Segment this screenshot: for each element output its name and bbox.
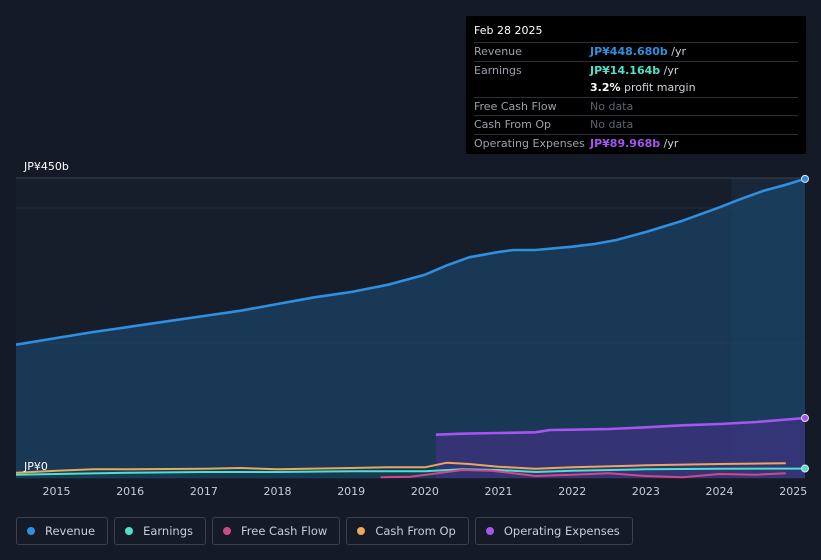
opex-dot-icon [485, 527, 494, 535]
revenue-line [15, 177, 806, 346]
tooltip-opex-value: JP¥89.968b [590, 136, 661, 150]
opex-line [435, 416, 806, 436]
x-axis-ticks: 2015 2016 2017 2018 2019 2020 2021 2022 2023 2024… [43, 485, 808, 498]
tooltip-revenue-value: JP¥448.680b [590, 45, 668, 58]
cfo-line [15, 461, 786, 474]
legend-label-opex: Operating Expenses [503, 524, 620, 538]
tooltip-opex-suffix: /yr [660, 136, 679, 150]
tooltip-margin-value: 3.2% [590, 81, 621, 94]
x-tick-label: 2020 [411, 485, 439, 498]
legend-label-fcf: Free Cash Flow [241, 524, 328, 538]
tooltip-earnings-value: JP¥14.164b [590, 63, 661, 77]
x-tick-label: 2024 [706, 485, 734, 498]
tooltip-cfo-value: No data [590, 118, 634, 131]
tooltip-cfo-label: Cash From Op [474, 118, 552, 131]
tooltip-revenue-label: Revenue [474, 45, 522, 58]
revenue-endpoint [801, 174, 809, 183]
cfo-dot-icon [357, 527, 366, 535]
legend-item-opex[interactable]: Operating Expenses [474, 517, 633, 545]
tooltip-opex-label: Operating Expenses [474, 136, 585, 150]
x-tick-label: 2018 [264, 485, 292, 498]
earnings-endpoint [801, 464, 809, 473]
legend-item-revenue[interactable]: Revenue [16, 517, 109, 545]
tooltip-row-earnings: Earnings JP¥14.164b /yr [474, 60, 798, 80]
legend-label-cfo: Cash From Op [375, 524, 456, 538]
x-tick-label: 2016 [116, 485, 144, 498]
legend: Revenue Earnings Free Cash Flow Cash Fro… [16, 517, 639, 545]
revenue-area [16, 178, 805, 478]
y-axis-top-label: JP¥450b [23, 160, 69, 173]
legend-item-earnings[interactable]: Earnings [114, 517, 206, 545]
tooltip-row-opex: Operating Expenses JP¥89.968b /yr [474, 133, 798, 153]
tooltip-row-margin: 3.2% profit margin [474, 79, 798, 97]
legend-item-cfo[interactable]: Cash From Op [346, 517, 469, 545]
series-lines [15, 177, 806, 479]
x-tick-label: 2015 [43, 485, 71, 498]
tooltip-earnings-label: Earnings [474, 63, 522, 77]
fcf-dot-icon [223, 527, 231, 535]
revenue-dot-icon [27, 527, 35, 535]
opex-endpoint [801, 414, 809, 423]
x-tick-label: 2021 [485, 485, 513, 498]
x-tick-label: 2017 [190, 485, 218, 498]
tooltip-earnings-suffix: /yr [660, 63, 679, 77]
earnings-line [15, 467, 806, 476]
fcf-line [380, 469, 786, 479]
x-tick-label: 2023 [632, 485, 660, 498]
tooltip-date: Feb 28 2025 [474, 24, 543, 37]
x-tick-label: 2019 [337, 485, 365, 498]
tooltip-row-fcf: Free Cash Flow No data [474, 96, 798, 116]
tooltip-fcf-value: No data [590, 99, 634, 113]
legend-label-earnings: Earnings [143, 524, 193, 538]
tooltip-margin-suffix: profit margin [620, 81, 696, 94]
tooltip: Feb 28 2025 Revenue JP¥448.680b /yr Earn… [466, 16, 806, 154]
tooltip-row-revenue: Revenue JP¥448.680b /yr [474, 42, 798, 61]
tooltip-revenue-suffix: /yr [667, 45, 687, 58]
tooltip-fcf-label: Free Cash Flow [474, 99, 557, 113]
legend-item-fcf[interactable]: Free Cash Flow [212, 517, 341, 545]
tooltip-row-cfo: Cash From Op No data [474, 115, 798, 134]
legend-label-revenue: Revenue [45, 524, 96, 538]
x-tick-label: 2022 [558, 485, 586, 498]
earnings-dot-icon [125, 527, 134, 535]
x-tick-label: 2025 [779, 485, 807, 498]
y-axis-bottom-label: JP¥0 [23, 460, 48, 473]
series-endpoints [801, 174, 809, 473]
